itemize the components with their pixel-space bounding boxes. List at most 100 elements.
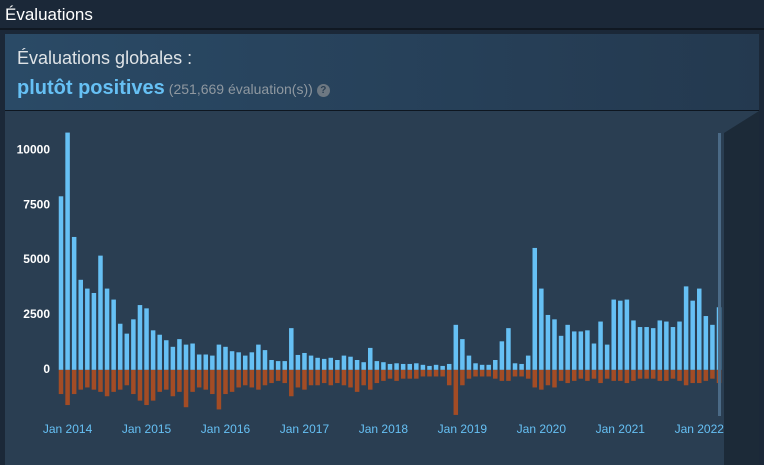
x-tick-label: Jan 2014 <box>43 422 93 436</box>
y-tick-label: 5000 <box>23 252 50 266</box>
bar <box>78 369 83 390</box>
bar <box>670 369 676 379</box>
bar <box>545 314 551 370</box>
bar <box>308 355 314 370</box>
bar <box>256 369 261 390</box>
bar <box>664 369 669 381</box>
bar <box>420 364 426 370</box>
bar <box>433 364 439 370</box>
x-tick-label: Jan 2021 <box>596 422 646 436</box>
bar <box>539 288 544 370</box>
bar <box>703 369 709 381</box>
bar <box>295 369 301 388</box>
bar <box>374 369 380 384</box>
bar <box>690 369 695 384</box>
bar <box>183 344 189 370</box>
bar <box>144 308 149 370</box>
bar <box>644 369 649 379</box>
bar <box>710 324 715 370</box>
bar <box>604 369 610 379</box>
bar <box>506 369 511 381</box>
bar <box>124 369 130 386</box>
bar <box>78 279 83 370</box>
bar <box>144 369 149 406</box>
bar <box>624 369 630 384</box>
bar <box>677 321 682 370</box>
bar <box>65 132 70 370</box>
bar <box>499 369 505 381</box>
bar <box>387 369 393 379</box>
bar <box>137 369 143 401</box>
bar <box>137 305 143 370</box>
bar <box>598 369 603 384</box>
bar <box>150 369 156 401</box>
bar <box>710 369 715 379</box>
bar <box>262 350 268 370</box>
bar <box>479 369 485 377</box>
bar <box>473 369 478 377</box>
bar <box>460 369 465 386</box>
bar <box>196 354 202 370</box>
bar <box>111 369 116 392</box>
bar <box>85 369 90 388</box>
bar <box>368 347 373 370</box>
summary: Évaluations globales : plutôt positives(… <box>5 34 759 111</box>
bar <box>196 369 202 388</box>
bar <box>683 369 689 386</box>
bar <box>446 363 452 370</box>
bar <box>190 369 195 392</box>
x-tick-label: Jan 2022 <box>675 422 725 436</box>
bar <box>65 369 70 406</box>
bar <box>104 369 110 397</box>
x-tick-label: Jan 2015 <box>122 422 172 436</box>
bar <box>262 369 268 386</box>
bar <box>210 355 215 370</box>
bar <box>302 352 307 370</box>
bar <box>506 328 511 370</box>
bar <box>532 369 538 388</box>
bar <box>190 343 195 370</box>
bar <box>354 369 360 392</box>
bar <box>460 339 465 370</box>
bar <box>381 369 386 381</box>
bar <box>486 364 491 370</box>
bar <box>407 363 412 370</box>
bar <box>210 369 215 395</box>
y-tick-label: 7500 <box>23 197 50 211</box>
bar <box>486 369 491 377</box>
bar <box>335 359 340 370</box>
bar <box>657 320 663 370</box>
bar <box>203 354 209 370</box>
bar <box>552 319 557 370</box>
bar <box>341 355 347 370</box>
bar <box>275 369 281 381</box>
bar <box>650 328 656 370</box>
bar <box>348 369 353 388</box>
bar <box>631 320 636 370</box>
bar <box>578 331 584 370</box>
bar <box>315 369 320 386</box>
bar <box>170 369 176 397</box>
bar <box>493 369 498 379</box>
bar <box>578 369 584 379</box>
bar <box>98 255 103 370</box>
bar <box>91 292 97 370</box>
help-icon[interactable]: ? <box>316 84 330 97</box>
bar <box>381 362 386 370</box>
bar <box>321 369 327 384</box>
bar <box>236 352 241 370</box>
bar <box>565 369 570 384</box>
bar <box>407 369 412 379</box>
bar <box>249 352 255 370</box>
section-title: Évaluations <box>0 0 764 30</box>
bar <box>565 324 570 370</box>
bar <box>308 369 314 386</box>
bar <box>315 357 320 370</box>
bar <box>427 369 432 377</box>
bar <box>433 369 439 377</box>
bar <box>124 333 130 370</box>
bar <box>58 369 64 395</box>
y-tick-label: 2500 <box>23 307 50 321</box>
bar <box>611 299 616 370</box>
